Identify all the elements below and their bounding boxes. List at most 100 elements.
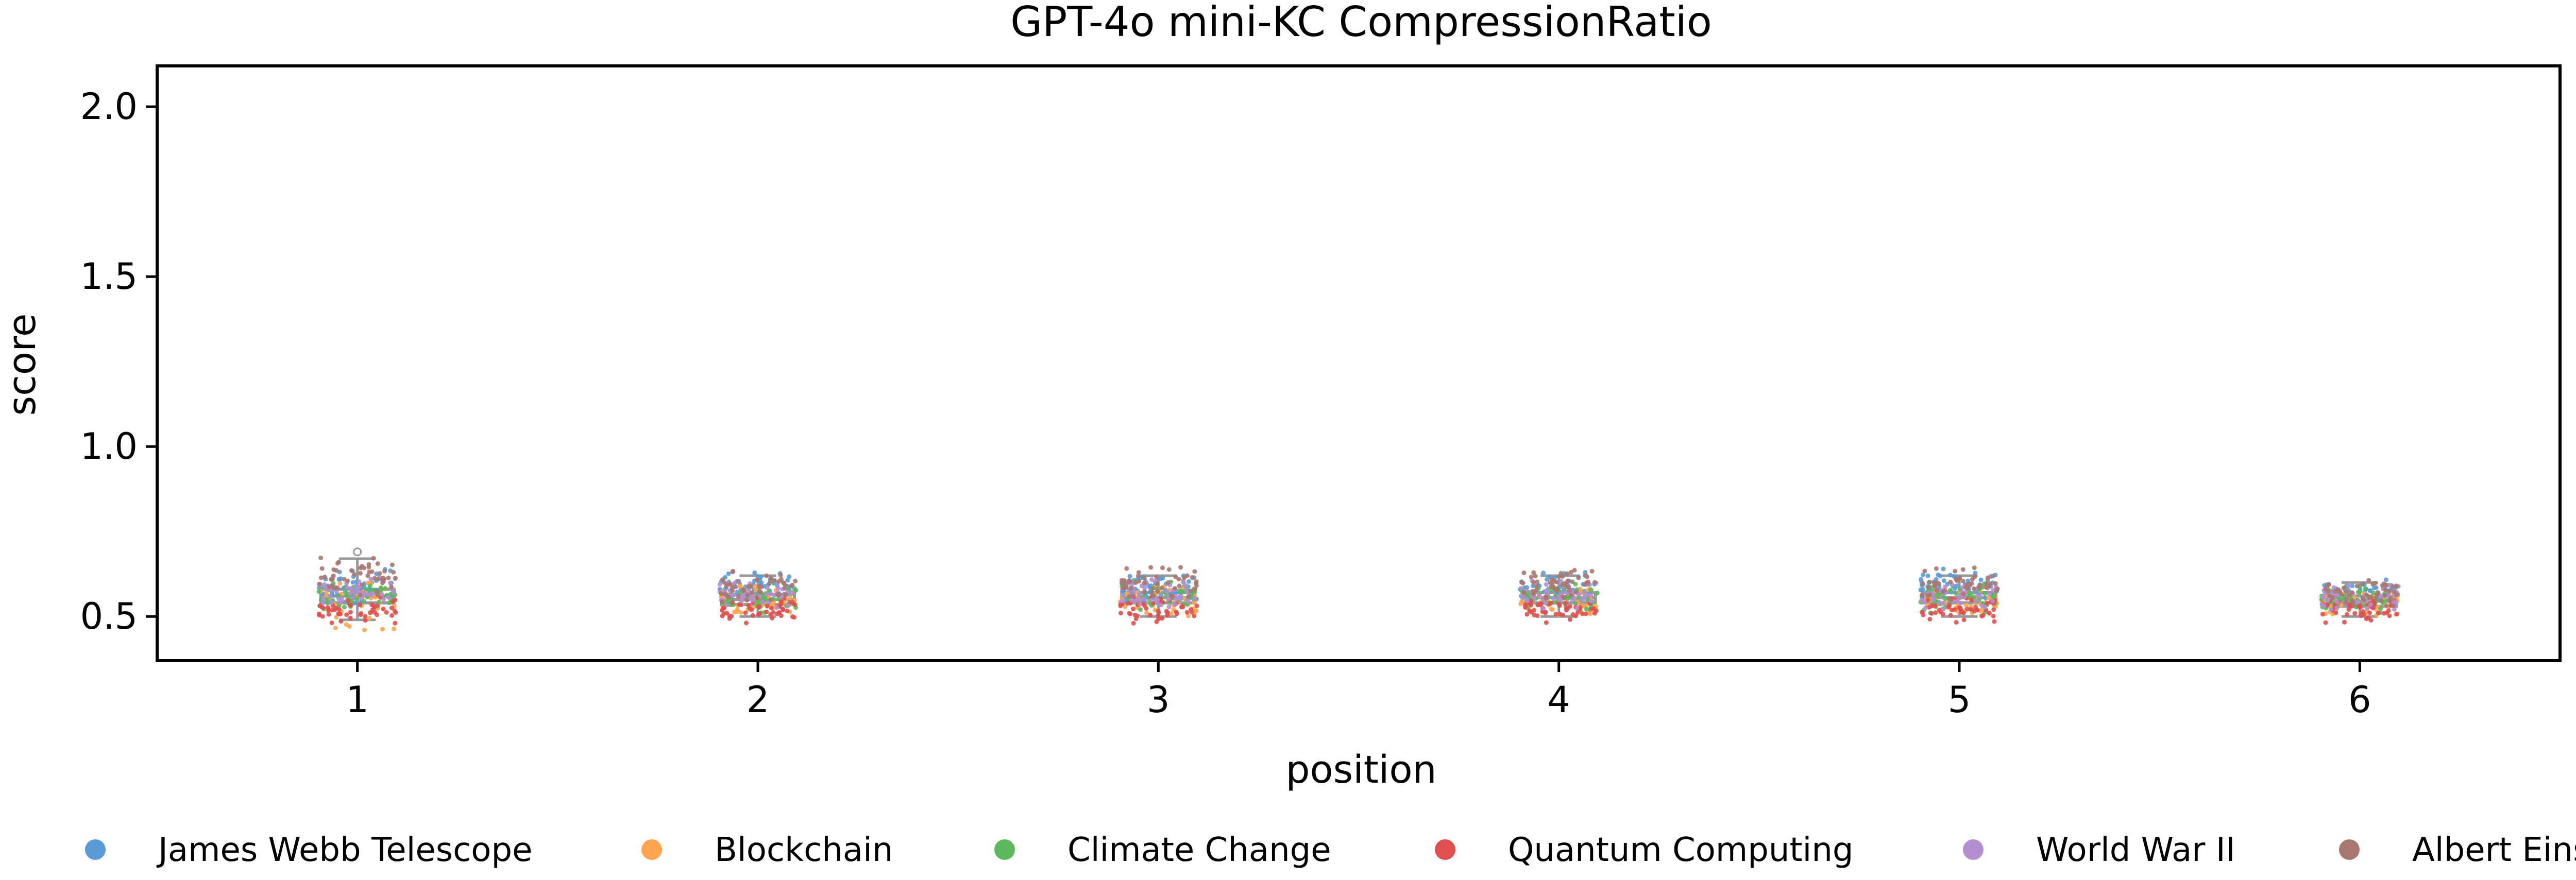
strip-point <box>749 596 754 601</box>
strip-point <box>1972 565 1977 571</box>
strip-point <box>1120 598 1125 603</box>
strip-point <box>1519 599 1524 604</box>
strip-point <box>1564 608 1569 613</box>
strip-point <box>2339 592 2344 597</box>
strip-point <box>316 589 321 594</box>
strip-point <box>778 601 784 606</box>
strip-point <box>1174 611 1179 616</box>
strip-point <box>377 571 382 576</box>
strip-point <box>787 595 792 600</box>
strip-point <box>1155 581 1160 586</box>
legend-label: Albert Einstein <box>2412 831 2576 869</box>
strip-point <box>1531 592 1536 597</box>
strip-point <box>2361 602 2366 607</box>
strip-point <box>2351 602 2357 608</box>
y-tick-label: 1.0 <box>80 425 138 468</box>
x-tick-label: 6 <box>2348 679 2371 721</box>
strip-point <box>730 600 735 605</box>
strip-point <box>717 582 722 587</box>
strip-point <box>755 574 760 579</box>
box-outlier <box>353 547 362 557</box>
strip-point <box>1982 605 1987 610</box>
strip-point <box>1173 601 1178 607</box>
legend-label: World War II <box>2036 831 2235 869</box>
strip-point <box>345 594 350 599</box>
strip-point <box>334 615 339 620</box>
y-axis-label: score <box>0 314 44 416</box>
strip-point <box>736 579 741 584</box>
strip-point <box>1561 612 1566 617</box>
strip-point <box>321 596 326 601</box>
strip-point <box>1969 581 1974 586</box>
strip-point <box>770 615 775 620</box>
strip-point <box>2366 578 2371 583</box>
strip-point <box>2370 590 2376 595</box>
strip-point <box>1166 567 1172 572</box>
strip-point <box>1973 571 1978 576</box>
strip-point <box>2383 588 2388 593</box>
strip-point <box>783 583 788 588</box>
strip-point <box>720 599 725 605</box>
strip-point <box>1946 604 1952 609</box>
strip-point <box>392 608 397 613</box>
strip-point <box>2381 611 2386 616</box>
strip-point <box>331 573 336 578</box>
strip-point <box>1155 589 1160 594</box>
strip-point <box>1173 586 1178 591</box>
strip-point <box>1549 607 1554 612</box>
strip-point <box>735 590 740 595</box>
strip-point <box>2345 612 2350 617</box>
strip-point <box>1929 603 1935 609</box>
strip-point <box>1544 582 1549 587</box>
strip-point <box>1535 613 1540 618</box>
strip-point <box>756 584 761 589</box>
strip-point <box>1591 606 1597 611</box>
strip-point <box>1920 593 1925 598</box>
strip-point <box>1148 565 1154 570</box>
strip-point <box>2359 613 2364 618</box>
strip-point <box>1961 617 1967 623</box>
strip-point <box>1192 586 1197 592</box>
strip-point <box>1943 584 1948 590</box>
strip-point <box>2325 598 2330 603</box>
strip-point <box>337 581 343 586</box>
strip-point <box>1987 591 1992 596</box>
strip-point <box>1134 597 1140 602</box>
strip-point <box>1925 573 1930 578</box>
x-axis-label: position <box>1285 748 1436 792</box>
x-tick-label: 4 <box>1547 679 1570 721</box>
strip-point <box>1168 611 1174 616</box>
strip-point <box>346 598 351 603</box>
strip-point <box>1922 599 1927 605</box>
strip-point <box>1946 596 1952 601</box>
strip-point <box>744 598 749 603</box>
strip-point <box>2363 586 2368 592</box>
strip-point <box>1978 577 1984 582</box>
strip-point <box>1556 601 1561 607</box>
strip-point <box>317 613 322 618</box>
strip-point <box>1570 579 1575 584</box>
strip-point <box>2328 607 2333 612</box>
strip-point <box>1194 603 1199 609</box>
strip-point <box>2323 620 2328 625</box>
strip-point <box>1189 607 1194 612</box>
strip-point <box>1149 577 1155 582</box>
strip-point <box>1952 599 1957 604</box>
strip-point <box>750 613 755 618</box>
strip-point <box>1960 578 1965 583</box>
strip-point <box>1985 601 1990 606</box>
strip-point <box>1130 594 1136 599</box>
strip-point <box>787 574 792 579</box>
strip-point <box>371 556 376 561</box>
strip-point <box>1568 570 1573 575</box>
strip-point <box>764 573 769 578</box>
y-tick-label: 2.0 <box>80 85 138 128</box>
strip-point <box>1156 613 1161 618</box>
strip-point <box>1979 613 1985 618</box>
strip-point <box>1192 569 1197 574</box>
legend-marker <box>1435 839 1455 860</box>
strip-point <box>1558 579 1564 584</box>
strip-point <box>2376 590 2381 595</box>
strip-point <box>743 610 748 615</box>
strip-point <box>369 591 375 596</box>
